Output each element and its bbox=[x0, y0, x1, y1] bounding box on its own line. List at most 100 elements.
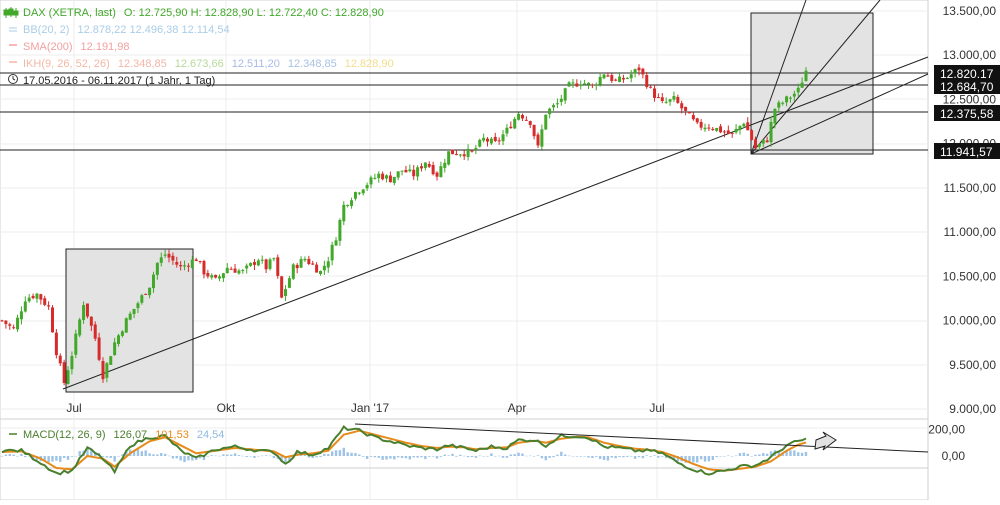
macd-histogram-bar bbox=[160, 453, 163, 456]
candle-body bbox=[117, 335, 121, 344]
candle-body bbox=[466, 148, 470, 157]
candle-body bbox=[645, 75, 649, 88]
candle-body bbox=[722, 131, 726, 133]
candle-body bbox=[93, 324, 97, 339]
legend-main-values: O: 12.725,90 H: 12.828,90 L: 12.722,40 C… bbox=[124, 7, 384, 19]
candle-body bbox=[334, 240, 338, 246]
macd-histogram-bar bbox=[59, 456, 62, 462]
candle-body bbox=[750, 130, 754, 140]
x-tick-label: Jul bbox=[649, 401, 664, 415]
candle-body bbox=[245, 265, 249, 269]
macd-histogram-bar bbox=[513, 454, 516, 456]
candle-body bbox=[761, 139, 765, 144]
macd-histogram-bar bbox=[443, 454, 446, 456]
macd-histogram-bar bbox=[715, 456, 718, 458]
macd-histogram-bar bbox=[20, 453, 23, 456]
candle-body bbox=[132, 308, 136, 314]
candle-body bbox=[31, 295, 35, 299]
macd-histogram-bar bbox=[435, 456, 439, 459]
candle-body bbox=[264, 259, 268, 270]
macd-histogram-bar bbox=[738, 453, 742, 456]
candle-body bbox=[210, 275, 214, 278]
macd-histogram-bar bbox=[525, 455, 528, 457]
macd-histogram-bar bbox=[27, 455, 31, 457]
candle-body bbox=[214, 274, 218, 278]
candle-body bbox=[361, 189, 365, 194]
macd-histogram-bar bbox=[109, 456, 112, 458]
candle-body bbox=[365, 184, 369, 189]
macd-histogram-bar bbox=[579, 456, 582, 457]
macd-histogram-bar bbox=[431, 456, 435, 457]
macd-histogram-bar bbox=[800, 452, 804, 456]
candle-body bbox=[552, 105, 556, 108]
macd-histogram-bar bbox=[455, 456, 458, 457]
candle-body bbox=[800, 82, 804, 88]
y-tick-label: 13.500,00 bbox=[943, 4, 997, 18]
candle-body bbox=[171, 255, 175, 261]
macd-histogram-bar bbox=[140, 451, 144, 456]
candle-body bbox=[489, 138, 493, 144]
macd-histogram-bar bbox=[167, 455, 171, 457]
macd-histogram-bar bbox=[463, 455, 466, 457]
macd-histogram-bar bbox=[241, 455, 245, 457]
macd-histogram-bar bbox=[804, 452, 808, 456]
macd-histogram-bar bbox=[769, 451, 773, 456]
candle-body bbox=[198, 260, 202, 262]
candle-body bbox=[408, 169, 412, 172]
macd-histogram-bar bbox=[183, 456, 186, 463]
candle-body bbox=[307, 258, 311, 265]
macd-histogram-bar bbox=[532, 456, 536, 457]
candle-body bbox=[680, 103, 684, 109]
macd-histogram-bar bbox=[602, 456, 606, 460]
candle-body bbox=[765, 140, 769, 143]
macd-histogram-bar bbox=[105, 456, 109, 458]
price-label-level-2: 12.684,70 bbox=[940, 80, 994, 94]
candle-body bbox=[788, 97, 792, 99]
candle-body bbox=[280, 276, 284, 298]
candle-body bbox=[58, 355, 62, 364]
candle-body bbox=[318, 270, 322, 274]
candle-body bbox=[163, 254, 167, 256]
candle-body bbox=[350, 200, 354, 206]
macd-histogram-bar bbox=[416, 456, 419, 458]
macd-histogram-bar bbox=[598, 456, 602, 459]
macd-histogram-bar bbox=[257, 456, 260, 457]
candle-body bbox=[0, 320, 4, 322]
macd-histogram-bar bbox=[451, 453, 454, 456]
candle-body bbox=[241, 270, 245, 272]
legend-ikh-label: IKH(9, 26, 52, 26) bbox=[23, 58, 110, 70]
candle-body bbox=[435, 172, 439, 177]
candle-body bbox=[482, 137, 486, 141]
macd-histogram-bar bbox=[661, 456, 664, 457]
candle-body bbox=[660, 97, 664, 102]
macd-histogram-bar bbox=[307, 456, 311, 458]
macd-histogram-bar bbox=[327, 454, 330, 456]
macd-histogram-bar bbox=[797, 452, 800, 456]
macd-histogram-bar bbox=[785, 450, 788, 456]
macd-histogram-bar bbox=[0, 456, 4, 457]
macd-histogram-bar bbox=[362, 456, 365, 457]
y-tick-label: 11.000,00 bbox=[944, 225, 997, 239]
macd-histogram-bar bbox=[408, 456, 412, 460]
candle-body bbox=[229, 268, 233, 270]
legend-ikh-v3: 12.511,20 bbox=[232, 58, 280, 70]
candle-body bbox=[524, 119, 528, 121]
macd-histogram-bar bbox=[171, 456, 175, 459]
macd-histogram-bar bbox=[365, 456, 369, 459]
macd-histogram-bar bbox=[264, 455, 268, 456]
candle-body bbox=[664, 101, 668, 103]
macd-histogram-bar bbox=[288, 456, 291, 461]
candle-body bbox=[773, 108, 777, 124]
legend-bb-label: BB(20, 2) bbox=[23, 24, 69, 36]
macd-histogram-bar bbox=[699, 456, 703, 460]
macd-histogram-bar bbox=[622, 456, 625, 458]
macd-histogram-bar bbox=[497, 455, 501, 457]
candle-body bbox=[443, 162, 447, 168]
macd-histogram-bar bbox=[125, 450, 128, 456]
candle-body bbox=[637, 67, 641, 71]
price-label-current: 12.820,17 bbox=[940, 67, 994, 81]
candle-body bbox=[703, 127, 707, 130]
macd-histogram-bar bbox=[334, 450, 338, 456]
candle-body bbox=[287, 278, 291, 288]
macd-histogram-bar bbox=[676, 456, 680, 462]
